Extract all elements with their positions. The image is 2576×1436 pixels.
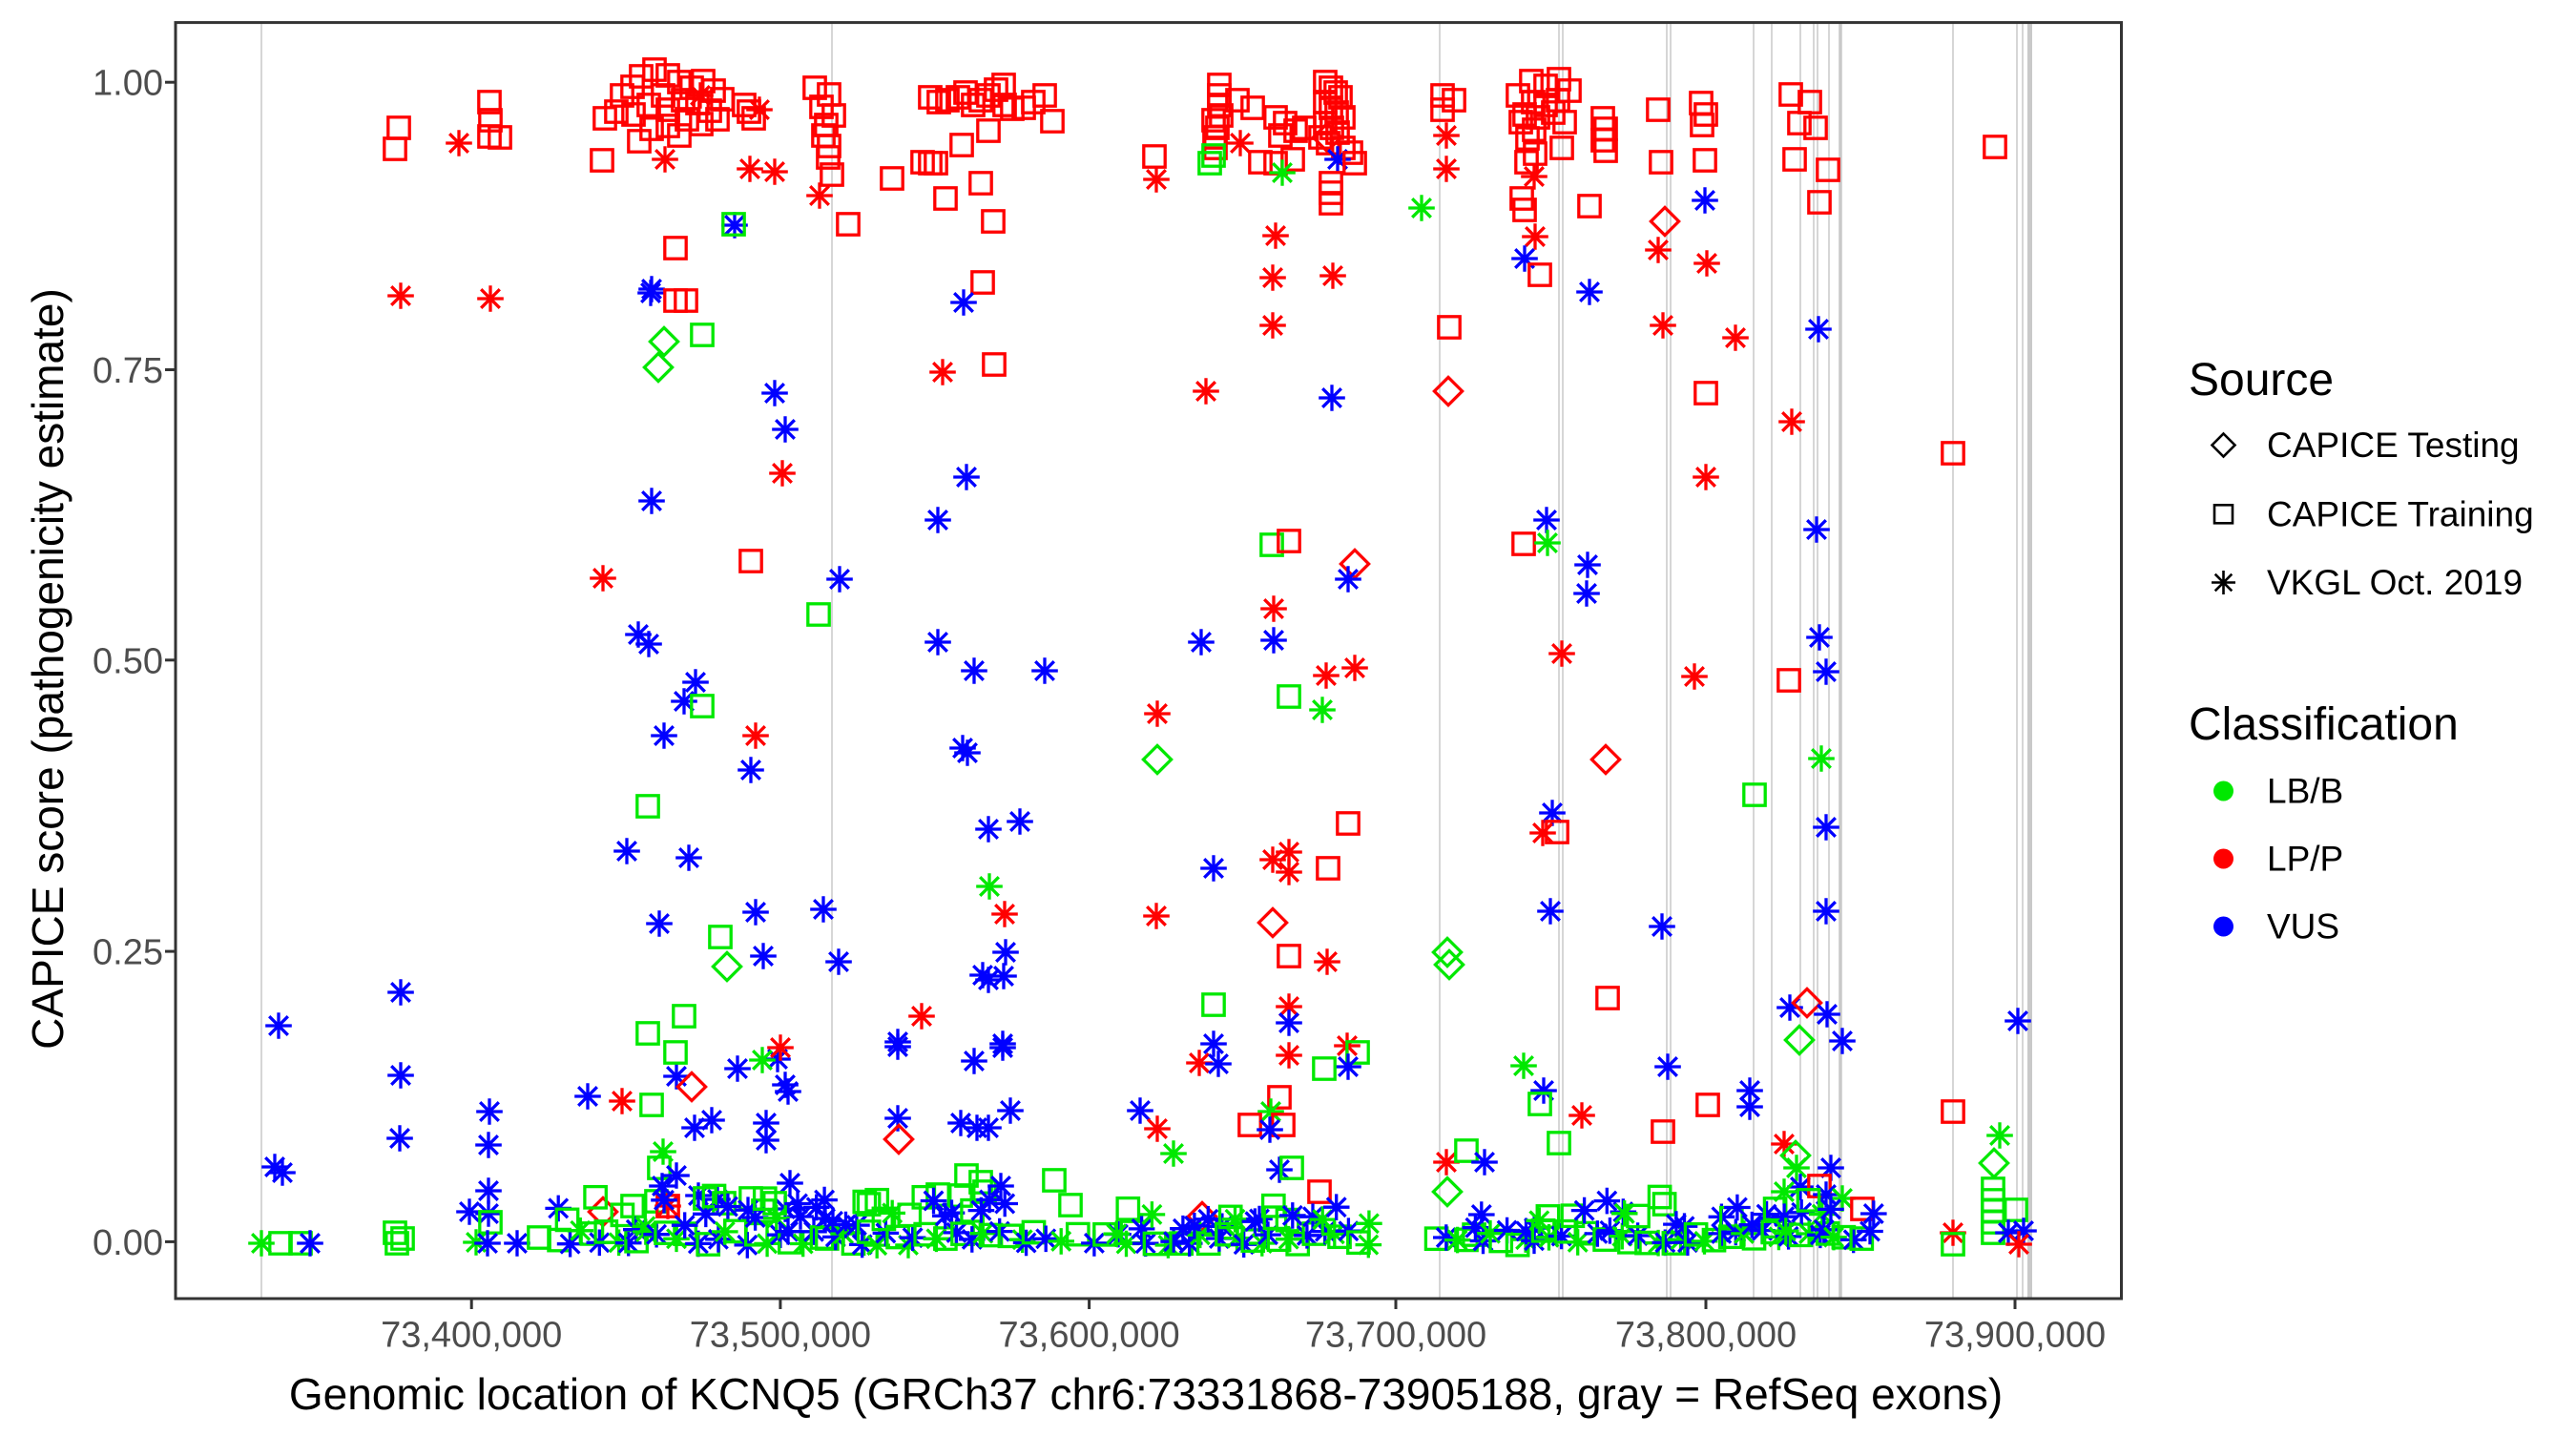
svg-text:CAPICE score (pathogenicity es: CAPICE score (pathogenicity estimate): [23, 288, 73, 1050]
svg-text:0.00: 0.00: [93, 1223, 163, 1263]
svg-text:73,600,000: 73,600,000: [999, 1316, 1180, 1356]
svg-text:0.75: 0.75: [93, 351, 163, 391]
svg-text:73,500,000: 73,500,000: [690, 1316, 871, 1356]
svg-text:VUS: VUS: [2267, 907, 2339, 947]
svg-text:LP/P: LP/P: [2267, 840, 2343, 879]
svg-text:CAPICE Training: CAPICE Training: [2267, 494, 2534, 533]
svg-text:0.50: 0.50: [93, 641, 163, 681]
svg-text:73,700,000: 73,700,000: [1305, 1316, 1486, 1356]
svg-text:CAPICE Testing: CAPICE Testing: [2267, 426, 2520, 465]
svg-text:73,400,000: 73,400,000: [381, 1316, 562, 1356]
svg-text:0.25: 0.25: [93, 933, 163, 973]
svg-text:73,800,000: 73,800,000: [1615, 1316, 1797, 1356]
svg-text:Classification: Classification: [2189, 699, 2459, 750]
svg-text:VKGL Oct. 2019: VKGL Oct. 2019: [2267, 563, 2523, 602]
svg-text:Genomic location of KCNQ5 (GRC: Genomic location of KCNQ5 (GRCh37 chr6:7…: [289, 1369, 2003, 1419]
svg-text:LB/B: LB/B: [2267, 772, 2343, 811]
svg-text:1.00: 1.00: [93, 64, 163, 104]
svg-text:Source: Source: [2189, 355, 2334, 406]
svg-text:73,900,000: 73,900,000: [1924, 1316, 2106, 1356]
